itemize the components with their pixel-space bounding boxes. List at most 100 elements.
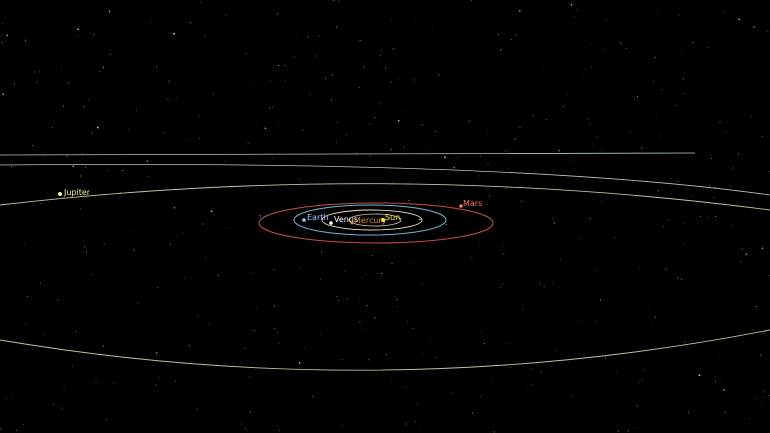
planet-venus[interactable]: Venus [329,215,358,225]
star [641,147,643,149]
star [761,404,763,406]
planet-earth[interactable]: Earth [302,213,328,222]
star [0,428,1,430]
star [479,396,481,398]
star [493,431,495,433]
star [502,283,504,285]
star [467,121,469,123]
star [595,320,597,322]
star [456,205,458,207]
star [589,122,591,124]
star [552,282,554,284]
planet-sun-dot [381,218,385,222]
star [320,251,322,253]
star [634,427,636,429]
star [276,331,278,333]
star [431,28,433,30]
star [108,224,110,226]
star [390,81,392,83]
planet-mars-label[interactable]: Mars [463,199,482,208]
star [659,135,661,137]
planet-venus-label[interactable]: Venus [334,215,358,224]
star [93,34,95,36]
star [580,237,582,239]
orbit-earth [293,204,447,236]
star [31,144,33,146]
star [356,152,357,154]
star [278,65,279,67]
star [713,197,715,199]
star [571,160,573,162]
star [271,246,273,248]
star [217,275,219,277]
planet-jupiter[interactable]: Jupiter [58,188,91,197]
planet-mercury[interactable]: Mercury [350,216,387,225]
star [225,228,227,230]
planet-sun[interactable]: Sun [381,213,400,222]
star [677,180,679,182]
star [480,155,482,157]
star [188,344,190,346]
star [300,180,301,182]
planet-mercury-label[interactable]: Mercury [354,216,387,225]
star [457,157,458,159]
star [208,324,210,325]
star [318,35,320,37]
star [128,128,130,130]
star [278,430,280,432]
star [5,397,7,399]
orbit-uranus [0,163,770,196]
star [666,269,668,271]
star [707,216,709,218]
star [393,48,395,50]
star [367,359,369,361]
star [682,93,684,94]
star [614,237,616,239]
star [761,247,764,250]
star [587,118,589,120]
star [135,109,137,111]
planet-jupiter-label[interactable]: Jupiter [63,188,91,197]
star [204,35,206,37]
star [515,34,517,36]
star [366,305,368,307]
star [77,28,79,31]
star [299,267,301,269]
star [715,380,716,382]
star [567,94,568,96]
star [10,166,12,168]
star [24,242,26,244]
star [411,244,413,246]
star [57,298,59,300]
star [183,277,185,278]
star [79,208,81,210]
star [97,261,99,263]
star [756,397,758,399]
star [698,374,701,377]
star [641,379,643,380]
star [252,82,254,84]
planet-sun-label[interactable]: Sun [385,213,400,222]
star [189,22,191,23]
planet-mars[interactable]: Mars [459,199,482,208]
star [202,223,204,225]
star [435,357,437,358]
star [750,116,752,118]
star [108,10,111,13]
star [25,39,27,41]
planet-earth-label[interactable]: Earth [307,213,328,222]
star [67,82,69,84]
star [168,80,170,82]
star [176,97,178,99]
star [241,423,243,425]
star [365,274,367,276]
star [306,232,308,234]
star [278,122,279,124]
star [500,286,502,288]
star [245,53,247,54]
star [386,353,388,355]
star [200,2,202,4]
star [592,143,594,145]
